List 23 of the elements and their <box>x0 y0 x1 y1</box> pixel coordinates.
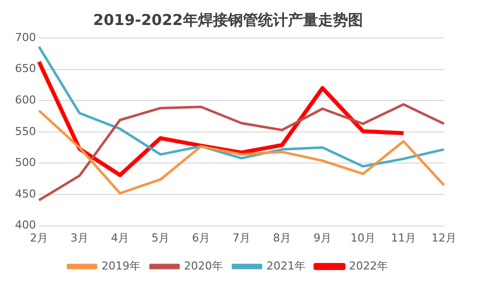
x-tick-label: 3月 <box>70 231 88 244</box>
y-tick-label: 700 <box>14 30 36 44</box>
y-tick-label: 600 <box>14 93 36 106</box>
y-tick-label: 550 <box>14 124 36 138</box>
legend-label: 2021年 <box>266 259 306 272</box>
y-tick-label: 650 <box>14 62 36 76</box>
x-tick-label: 6月 <box>192 231 210 244</box>
x-tick-label: 2月 <box>30 231 48 244</box>
x-tick-label: 7月 <box>232 231 250 244</box>
y-tick-label: 500 <box>14 156 36 170</box>
x-tick-label: 8月 <box>273 231 291 244</box>
y-tick-label: 400 <box>14 218 36 232</box>
x-tick-label: 5月 <box>151 231 170 244</box>
legend-label: 2020年 <box>184 259 224 272</box>
x-tick-label: 10月 <box>350 231 376 244</box>
legend-label: 2022年 <box>348 259 388 272</box>
x-tick-label: 9月 <box>314 231 332 244</box>
x-tick-label: 11月 <box>391 231 416 244</box>
x-tick-label: 4月 <box>110 231 129 244</box>
x-tick-label: 12月 <box>432 231 456 244</box>
chart-title: 2019-2022年焊接钢管统计产量走势图 <box>93 10 363 29</box>
legend-label: 2019年 <box>102 259 141 272</box>
y-tick-label: 450 <box>14 187 36 200</box>
